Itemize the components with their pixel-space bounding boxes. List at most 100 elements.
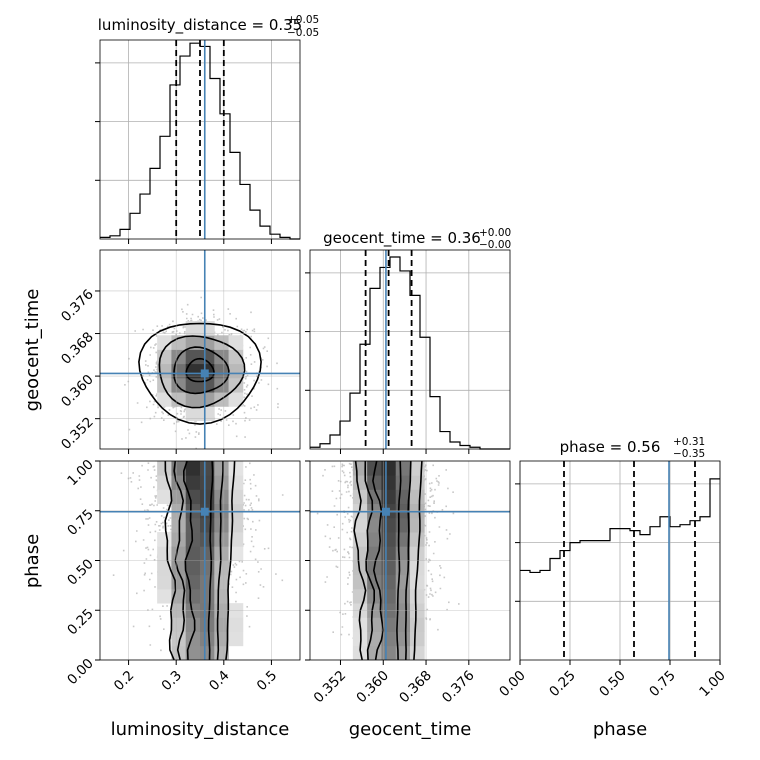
density-cell bbox=[200, 645, 215, 660]
y-tick-label: 0.376 bbox=[58, 286, 97, 325]
title-geocent-time-plus: +0.00 bbox=[479, 227, 511, 239]
density-cell bbox=[171, 617, 187, 632]
density-cell bbox=[228, 617, 244, 632]
density-cell bbox=[200, 406, 215, 421]
density-cell bbox=[200, 489, 215, 505]
y-tick-label: 0.00 bbox=[64, 656, 97, 689]
histogram-step bbox=[310, 256, 510, 450]
density-cell bbox=[228, 335, 244, 350]
density-cell bbox=[185, 588, 201, 604]
title-luminosity-distance-minus: −0.05 bbox=[287, 27, 319, 39]
density-cell bbox=[381, 489, 397, 505]
density-cell bbox=[352, 546, 368, 561]
density-cell bbox=[171, 489, 187, 505]
density-cell bbox=[410, 532, 425, 547]
contour-line bbox=[173, 346, 230, 395]
density-cell bbox=[200, 392, 215, 407]
density-cell bbox=[157, 532, 172, 547]
x-tick-label: 0.352 bbox=[311, 668, 350, 707]
density-cell bbox=[410, 574, 425, 590]
density-cell bbox=[228, 517, 244, 533]
density-cell bbox=[200, 475, 215, 490]
density-cell bbox=[157, 546, 172, 561]
y-tick-label: 0.25 bbox=[64, 606, 97, 639]
density-cell bbox=[410, 489, 425, 505]
density-cell bbox=[367, 489, 382, 505]
panel-frame bbox=[99, 249, 301, 450]
density-cell bbox=[395, 631, 411, 647]
y-tick-label: 0.75 bbox=[64, 506, 97, 539]
density-cell bbox=[214, 349, 229, 365]
title-phase: phase = 0.56 bbox=[560, 438, 661, 456]
density-cell bbox=[214, 588, 229, 604]
density-cell bbox=[228, 392, 244, 407]
panel-frame bbox=[99, 39, 301, 240]
histogram-step bbox=[520, 478, 720, 574]
y-tick-label: 0.352 bbox=[58, 414, 97, 453]
x-tick-label: 0.3 bbox=[159, 668, 186, 695]
density-cell bbox=[185, 475, 201, 490]
density-cell bbox=[228, 475, 244, 490]
y-tick-label: 1.00 bbox=[64, 457, 97, 490]
density-cell bbox=[381, 546, 397, 561]
density-cell bbox=[200, 532, 215, 547]
density-cell bbox=[410, 588, 425, 604]
density-cell bbox=[171, 546, 187, 561]
density-cell bbox=[171, 560, 187, 576]
density-cell bbox=[157, 461, 172, 476]
density-cell bbox=[381, 475, 397, 490]
density-cell bbox=[185, 517, 201, 533]
density-cell bbox=[185, 392, 201, 407]
title-luminosity-distance-plus: +0.05 bbox=[287, 14, 319, 26]
title-phase-minus: −0.35 bbox=[673, 448, 705, 460]
density-cell bbox=[214, 546, 229, 561]
density-cell bbox=[200, 349, 215, 365]
y-tick-label: 0.50 bbox=[64, 556, 97, 589]
density-cell bbox=[228, 363, 244, 379]
density-cell bbox=[157, 475, 172, 490]
density-cell bbox=[228, 461, 244, 476]
panel-content bbox=[100, 461, 300, 660]
title-luminosity-distance: luminosity_distance = 0.35 bbox=[98, 16, 302, 35]
density-cell bbox=[157, 377, 172, 393]
density-cell bbox=[157, 335, 172, 350]
contour-line bbox=[158, 335, 246, 409]
density-cell bbox=[214, 363, 229, 379]
density-cell bbox=[200, 461, 215, 476]
density-cell bbox=[157, 392, 172, 407]
title-geocent-time-minus: −0.00 bbox=[479, 239, 511, 251]
x-tick-label: 0.360 bbox=[353, 668, 392, 707]
density-cell bbox=[381, 588, 397, 604]
density-cell bbox=[185, 461, 201, 476]
density-cell bbox=[185, 645, 201, 660]
x-tick-label: 0.376 bbox=[439, 668, 478, 707]
density-cell bbox=[171, 335, 187, 350]
density-cell bbox=[185, 617, 201, 632]
density-cell bbox=[200, 560, 215, 576]
title-phase-plus: +0.31 bbox=[673, 436, 705, 448]
panel-hist-geocent_time bbox=[305, 249, 511, 454]
density-cell bbox=[157, 574, 172, 590]
panel-2d-luminosity_distance-geocent_time bbox=[95, 249, 301, 454]
density-cell bbox=[228, 631, 244, 647]
density-cell bbox=[185, 335, 201, 350]
density-cell bbox=[381, 631, 397, 647]
density-cell bbox=[214, 517, 229, 533]
density-cell bbox=[185, 321, 201, 336]
density-cell bbox=[381, 617, 397, 632]
density-cell bbox=[214, 560, 229, 576]
density-cell bbox=[367, 475, 382, 490]
density-cell bbox=[395, 475, 411, 490]
density-cell bbox=[200, 546, 215, 561]
density-cell bbox=[157, 588, 172, 604]
panel-hist-luminosity_distance bbox=[95, 39, 301, 244]
x-tick-label: 0.75 bbox=[646, 668, 679, 701]
truth-marker bbox=[381, 507, 390, 516]
density-cell bbox=[381, 461, 397, 476]
x-tick-label: 0.5 bbox=[254, 668, 281, 695]
density-cell bbox=[228, 546, 244, 561]
density-cell bbox=[381, 532, 397, 547]
x-tick-label: 0.368 bbox=[396, 668, 435, 707]
density-cell bbox=[171, 392, 187, 407]
